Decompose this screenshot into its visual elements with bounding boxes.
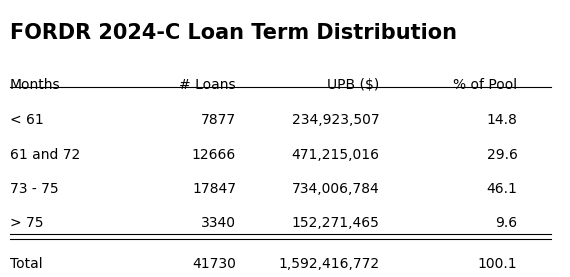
Text: # Loans: # Loans: [180, 78, 236, 92]
Text: 100.1: 100.1: [478, 257, 518, 271]
Text: FORDR 2024-C Loan Term Distribution: FORDR 2024-C Loan Term Distribution: [10, 23, 457, 43]
Text: 152,271,465: 152,271,465: [292, 216, 380, 230]
Text: 29.6: 29.6: [487, 148, 518, 161]
Text: 14.8: 14.8: [487, 113, 518, 127]
Text: 234,923,507: 234,923,507: [292, 113, 380, 127]
Text: 9.6: 9.6: [495, 216, 518, 230]
Text: % of Pool: % of Pool: [453, 78, 518, 92]
Text: 73 - 75: 73 - 75: [10, 182, 58, 196]
Text: UPB ($): UPB ($): [327, 78, 380, 92]
Text: 12666: 12666: [192, 148, 236, 161]
Text: 1,592,416,772: 1,592,416,772: [278, 257, 380, 271]
Text: 471,215,016: 471,215,016: [291, 148, 380, 161]
Text: Months: Months: [10, 78, 60, 92]
Text: 734,006,784: 734,006,784: [292, 182, 380, 196]
Text: > 75: > 75: [10, 216, 43, 230]
Text: Total: Total: [10, 257, 42, 271]
Text: 17847: 17847: [192, 182, 236, 196]
Text: 7877: 7877: [201, 113, 236, 127]
Text: 3340: 3340: [201, 216, 236, 230]
Text: 61 and 72: 61 and 72: [10, 148, 80, 161]
Text: < 61: < 61: [10, 113, 43, 127]
Text: 41730: 41730: [192, 257, 236, 271]
Text: 46.1: 46.1: [487, 182, 518, 196]
